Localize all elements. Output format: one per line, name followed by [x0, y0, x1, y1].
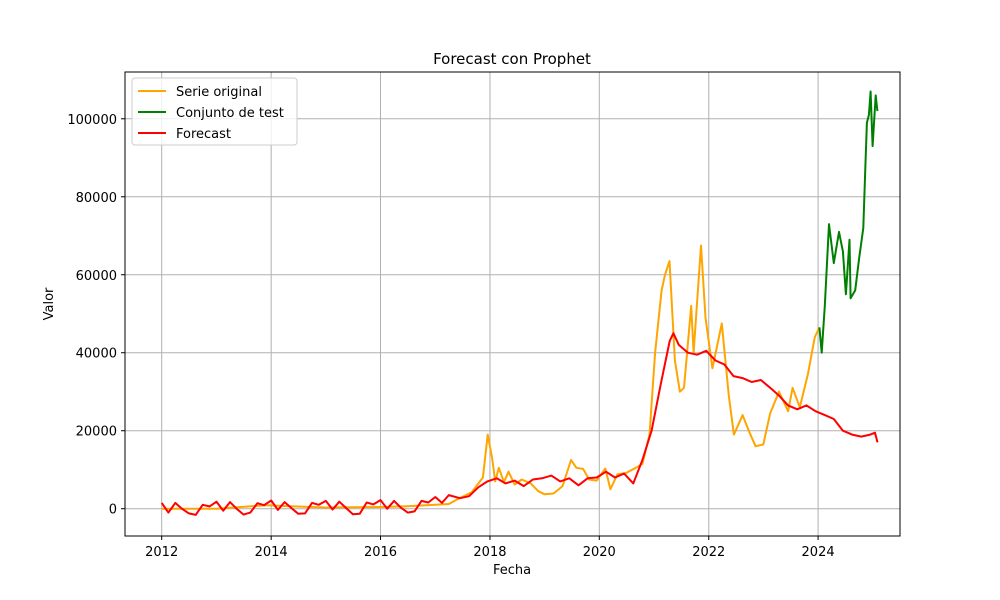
- legend-label: Serie original: [176, 85, 262, 100]
- x-tick-label: 2018: [473, 545, 506, 560]
- plot-frame: [124, 71, 901, 537]
- y-tick-label: 0: [109, 503, 117, 518]
- y-tick-label: 100000: [67, 113, 117, 128]
- axis-ticks: 2012 2014 2016 2018 2020 2022 2024 0 20000 40000 6…: [67, 113, 834, 560]
- x-tick-label: 2024: [802, 545, 835, 560]
- series-line-serie-original: [161, 244, 821, 510]
- series-line-conjunto-de-test: [818, 90, 879, 354]
- x-tick-label: 2012: [145, 545, 178, 560]
- x-tick-label: 2014: [255, 545, 288, 560]
- chart-title: Forecast con Prophet: [433, 50, 591, 68]
- y-tick-label: 20000: [76, 425, 117, 440]
- series-layer: [160, 90, 879, 516]
- y-tick-label: 60000: [76, 269, 117, 284]
- x-tick-label: 2022: [692, 545, 725, 560]
- x-tick-label: 2016: [364, 545, 397, 560]
- y-tick-label: 40000: [76, 347, 117, 362]
- y-tick-label: 80000: [76, 191, 117, 206]
- legend-box: [131, 77, 298, 146]
- y-axis-label: Valor: [42, 287, 57, 320]
- legend-label: Forecast: [176, 127, 231, 142]
- x-tick-label: 2020: [583, 545, 616, 560]
- legend-label: Conjunto de test: [176, 106, 284, 121]
- x-axis-label: Fecha: [493, 563, 531, 578]
- legend: Serie original Conjunto de test Forecast: [131, 77, 298, 146]
- series-line-forecast: [160, 332, 879, 516]
